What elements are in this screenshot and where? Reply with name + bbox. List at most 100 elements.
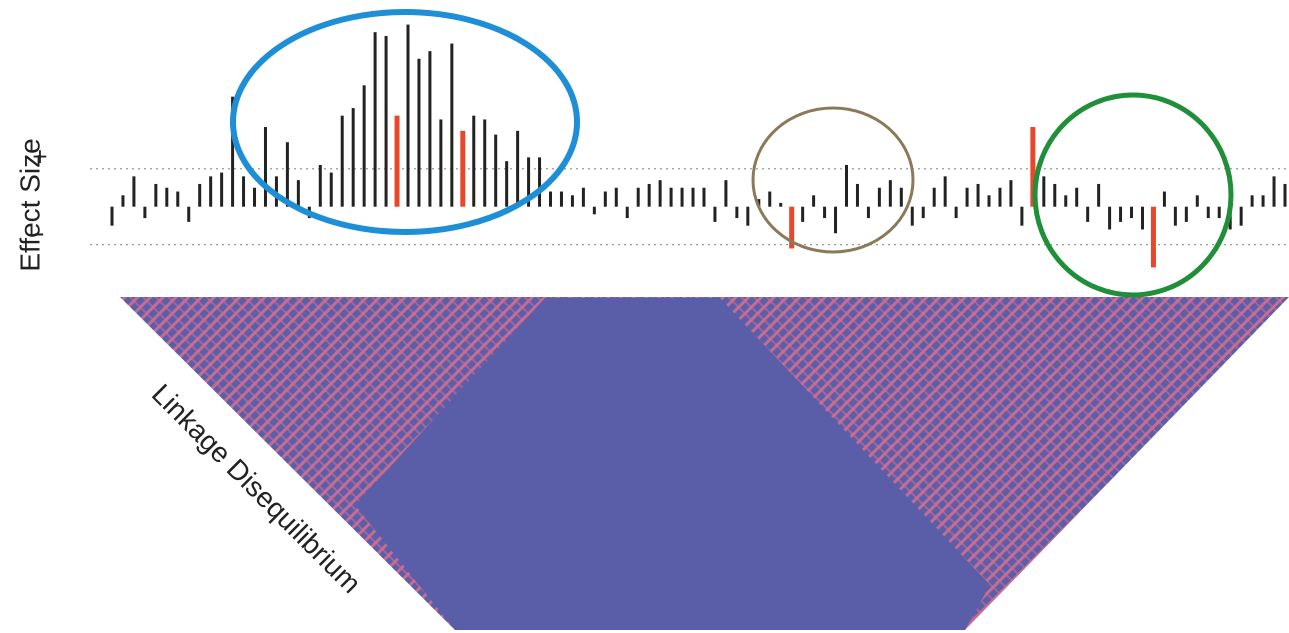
bar [329, 172, 333, 207]
bar [1150, 206, 1156, 268]
bar [1239, 206, 1243, 226]
bar [625, 206, 629, 219]
bar [516, 130, 520, 207]
bar [417, 58, 421, 207]
bar [220, 172, 224, 207]
bar [472, 115, 476, 207]
bar [1097, 183, 1101, 207]
bar [351, 108, 355, 207]
bar [691, 187, 695, 207]
bar [910, 206, 914, 226]
bar [318, 164, 322, 207]
bar [483, 119, 487, 207]
bar [943, 176, 947, 207]
bar [702, 187, 706, 207]
bar [877, 187, 881, 207]
bar [834, 206, 838, 234]
y-tick-label: + [32, 142, 47, 172]
y-tick-label: - [36, 218, 45, 248]
bar [505, 161, 509, 207]
bar [921, 206, 925, 219]
bar [965, 187, 969, 207]
bar [176, 191, 180, 207]
bar [428, 51, 432, 207]
bar [253, 187, 257, 207]
bar [121, 195, 125, 207]
bar [1272, 176, 1276, 207]
bar [1173, 206, 1177, 226]
highlight-ellipse [1032, 92, 1234, 298]
bar [899, 187, 903, 207]
bar [110, 206, 114, 226]
bar [394, 115, 400, 207]
bar [581, 187, 585, 207]
bar [669, 187, 673, 207]
bar [198, 183, 202, 207]
bar [154, 183, 158, 207]
bar [132, 176, 136, 207]
bar [1042, 176, 1046, 207]
bar [713, 206, 717, 222]
bar [1130, 206, 1134, 219]
bar [460, 130, 466, 207]
bar [735, 206, 739, 219]
bar [187, 206, 191, 222]
bar [746, 206, 750, 226]
bar [1086, 206, 1090, 222]
bar [1261, 195, 1265, 207]
bar [658, 180, 662, 207]
effect-plot: +- [32, 24, 1289, 268]
bar [680, 187, 684, 207]
y-axis-label: Effect Size [14, 138, 45, 271]
bar [757, 199, 761, 207]
bar [538, 157, 542, 207]
bar [768, 191, 772, 207]
bar [614, 187, 618, 207]
bar [1250, 195, 1254, 207]
bar [888, 180, 892, 207]
bar [406, 24, 410, 207]
bar [143, 206, 147, 219]
bar [263, 127, 267, 207]
bar [1206, 206, 1210, 219]
bar [823, 206, 827, 219]
bar [559, 191, 563, 207]
bar [592, 206, 596, 215]
bar [1283, 183, 1287, 207]
bar [812, 195, 816, 207]
bar [1053, 183, 1057, 207]
highlight-ellipse [230, 9, 580, 235]
bar [636, 187, 640, 207]
bar [855, 183, 859, 207]
bar [1217, 206, 1221, 219]
bar [1195, 195, 1199, 207]
bar [954, 206, 958, 219]
bar [789, 206, 795, 249]
highlight-ellipse [751, 106, 915, 254]
bar [231, 96, 235, 207]
bar [242, 176, 246, 207]
bar [998, 187, 1002, 207]
bar [296, 180, 300, 207]
bar [1020, 206, 1024, 226]
bar [779, 202, 783, 207]
bar [1064, 195, 1068, 207]
bar [1184, 206, 1188, 222]
bar [1140, 206, 1144, 230]
bar [570, 195, 574, 207]
bar [1009, 180, 1013, 207]
bar [549, 191, 553, 207]
bar [647, 183, 651, 207]
bar [340, 115, 344, 207]
bar [844, 164, 848, 207]
bar [494, 134, 498, 207]
bar [1075, 187, 1079, 207]
bar [527, 157, 531, 207]
bar [976, 183, 980, 207]
bar [866, 206, 870, 219]
bar [1162, 191, 1166, 207]
bar [450, 43, 454, 207]
bar [362, 85, 366, 207]
